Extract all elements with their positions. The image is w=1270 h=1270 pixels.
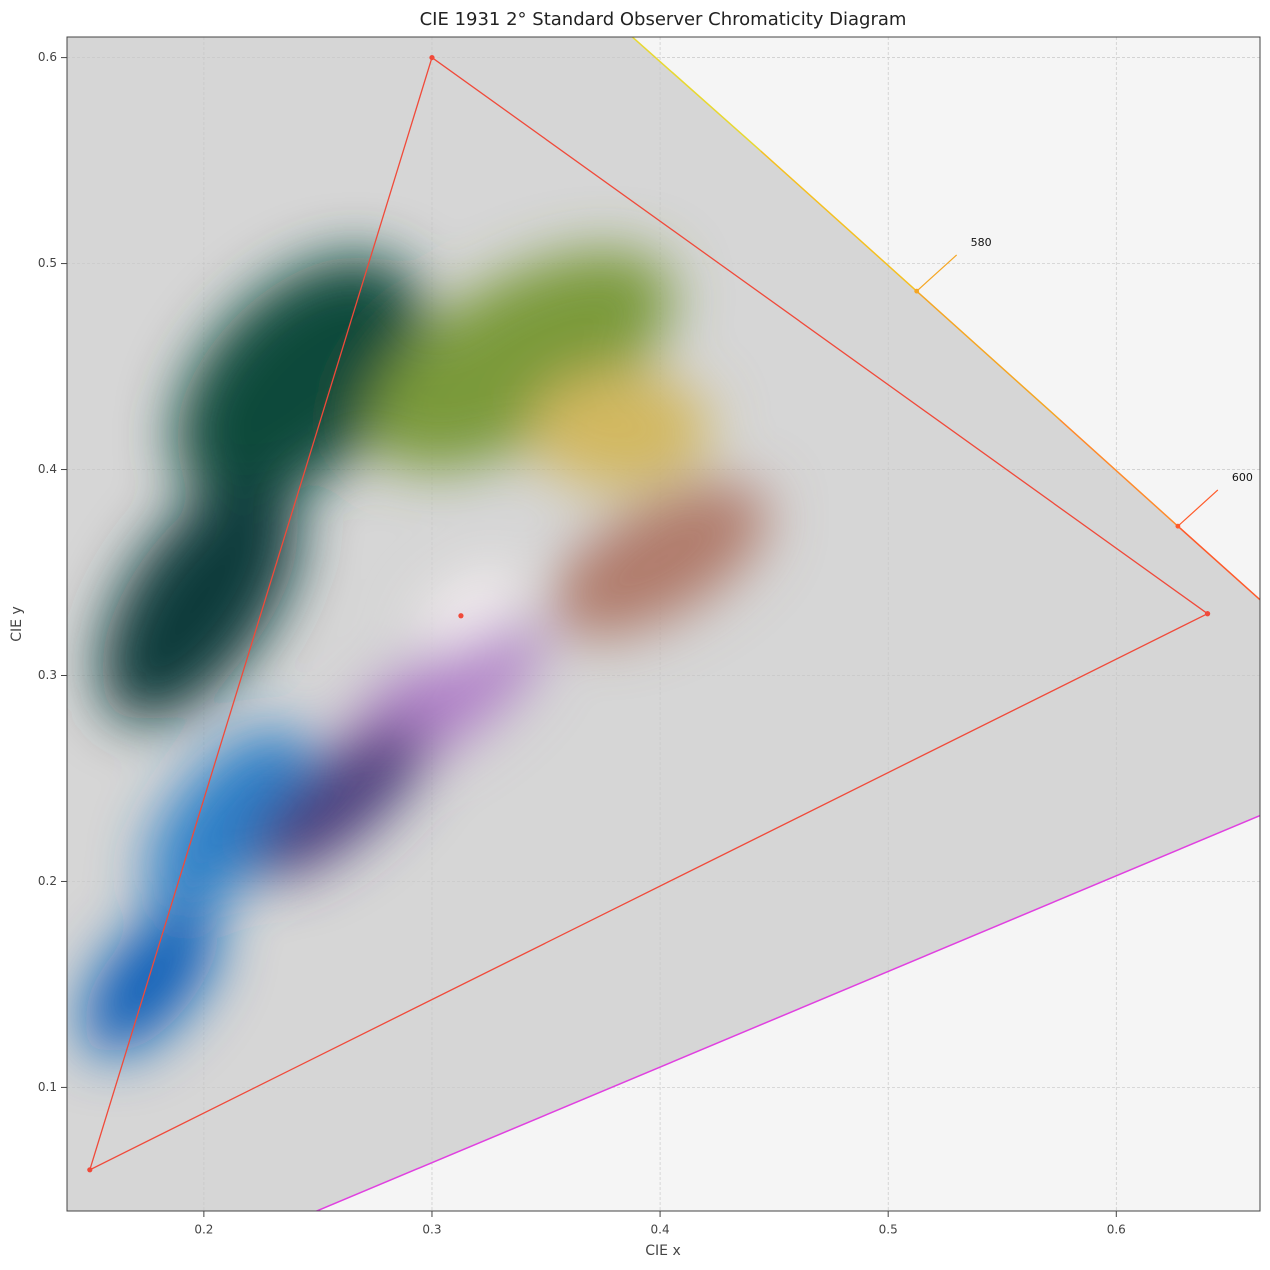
annotation-line xyxy=(916,254,958,292)
locus-segment xyxy=(436,0,599,7)
y-tick-label: 0.5 xyxy=(38,256,57,270)
chart-title: CIE 1931 2° Standard Observer Chromatici… xyxy=(420,9,907,30)
x-tick-label: 0.2 xyxy=(194,1223,213,1237)
y-tick-label: 0.4 xyxy=(38,462,57,476)
y-tick-label: 0.6 xyxy=(38,50,57,64)
gamut-point xyxy=(429,54,435,61)
x-tick-label: 0.6 xyxy=(1107,1223,1126,1237)
annotation-line xyxy=(1177,489,1219,527)
x-tick-label: 0.3 xyxy=(422,1223,441,1237)
y-tick-label: 0.1 xyxy=(38,1080,57,1094)
color-cloud xyxy=(82,250,768,1055)
annotation-label: 580 xyxy=(971,236,992,249)
locus-segment xyxy=(1059,419,1179,527)
y-tick-label: 0.2 xyxy=(38,874,57,888)
x-tick-label: 0.5 xyxy=(879,1223,898,1237)
gamut-point xyxy=(1204,611,1211,617)
gamut-line xyxy=(88,56,1208,1172)
annotation-point xyxy=(914,288,920,294)
locus-segment xyxy=(105,1257,145,1270)
y-axis-label: CIE y xyxy=(9,606,25,642)
whitepoint-point xyxy=(458,613,464,619)
locus-segment xyxy=(1177,525,1260,601)
plot-frame xyxy=(66,36,1261,1212)
locus-segment xyxy=(76,1232,105,1257)
locus-segment xyxy=(0,1020,31,1174)
x-tick-label: 0.4 xyxy=(651,1223,670,1237)
annotation-point xyxy=(1175,523,1181,529)
locus-segment xyxy=(631,37,762,152)
locus-segment xyxy=(760,150,918,292)
x-axis-label: CIE x xyxy=(645,1243,681,1259)
annotation-label: 600 xyxy=(1232,471,1253,484)
y-tick-label: 0.3 xyxy=(38,668,57,682)
locus-segment xyxy=(314,814,1260,1211)
locus-segment xyxy=(916,290,1061,421)
locus-segment xyxy=(1266,605,1270,658)
gamut-point xyxy=(87,1167,93,1173)
